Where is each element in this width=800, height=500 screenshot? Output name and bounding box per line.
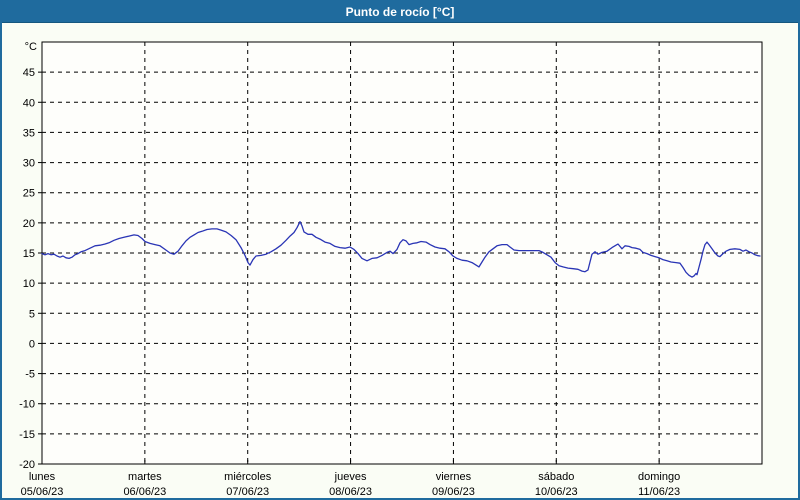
day-name-label: jueves (334, 471, 367, 483)
chart-title: Punto de rocío [°C] (345, 5, 455, 19)
y-tick-label: 40 (23, 97, 35, 109)
y-axis-labels: -20 -15 -10 -5 0 5 10 15 20 25 30 35 40 45 °C (19, 41, 37, 471)
day-date-label: 07/06/23 (226, 486, 269, 498)
day-name-label: martes (128, 471, 162, 483)
day-date-label: 05/06/23 (21, 486, 64, 498)
grid-lines (42, 42, 762, 464)
y-tick-label: 25 (23, 188, 35, 200)
day-date-label: 10/06/23 (535, 486, 578, 498)
day-name-label: miércoles (224, 471, 272, 483)
title-bar: Punto de rocío [°C] (2, 2, 798, 23)
y-tick-label: -5 (25, 369, 35, 381)
day-date-label: 09/06/23 (432, 486, 475, 498)
y-tick-label: 20 (23, 218, 35, 230)
day-date-label: 06/06/23 (123, 486, 166, 498)
x-axis-labels: lunes 05/06/23 martes 06/06/23 miércoles 07/0… (21, 471, 681, 498)
y-tick-label: 30 (23, 158, 35, 170)
y-tick-label: -20 (19, 459, 35, 471)
axis-ticks (38, 71, 763, 465)
y-tick-label: 10 (23, 278, 35, 290)
dewpoint-line (41, 221, 761, 278)
y-tick-label: 5 (29, 308, 35, 320)
day-name-label: domingo (638, 471, 680, 483)
y-tick-label: 45 (23, 67, 35, 79)
day-date-label: 11/06/23 (638, 486, 680, 498)
y-tick-label: 0 (29, 338, 35, 350)
day-name-label: lunes (29, 471, 56, 483)
y-tick-label: 15 (23, 248, 35, 260)
y-tick-label: -15 (19, 429, 35, 441)
y-axis-unit-label: °C (25, 41, 37, 53)
day-name-label: sábado (538, 471, 574, 483)
day-name-label: viernes (436, 471, 472, 483)
day-date-label: 08/06/23 (329, 486, 372, 498)
y-tick-label: 35 (23, 127, 35, 139)
y-tick-label: -10 (19, 399, 35, 411)
